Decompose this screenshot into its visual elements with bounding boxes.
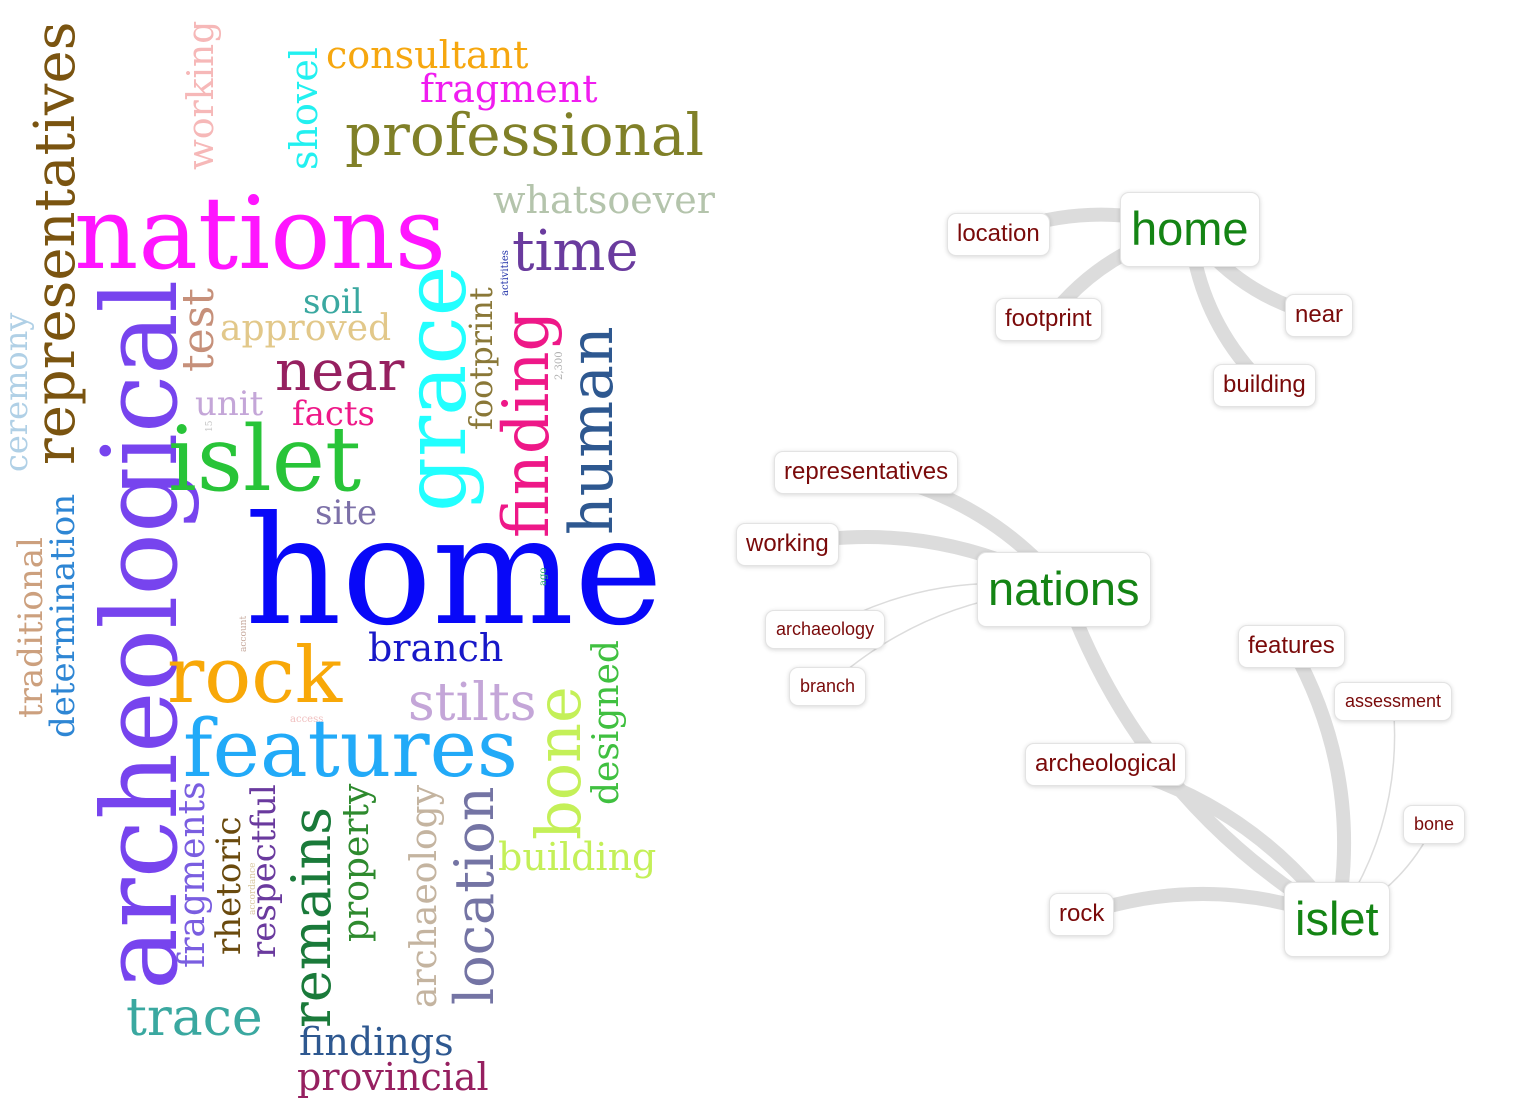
node-working[interactable]: working: [736, 523, 839, 566]
node-features[interactable]: features: [1238, 625, 1345, 668]
cloud-word-fragments: fragments: [172, 781, 213, 968]
cloud-word-15: 15: [205, 420, 215, 432]
cloud-word-findings: findings: [299, 1020, 454, 1064]
node-rock[interactable]: rock: [1049, 893, 1115, 936]
cloud-word-determination: determination: [43, 494, 83, 738]
cloud-word-nations: nations: [74, 175, 446, 292]
cloud-word-islet: islet: [168, 407, 361, 512]
node-home[interactable]: home: [1120, 192, 1260, 267]
node-branch[interactable]: branch: [789, 667, 867, 706]
cloud-word-branch: branch: [368, 626, 503, 670]
cloud-word-provincial: provincial: [297, 1055, 489, 1099]
cloud-word-professional: professional: [345, 101, 704, 169]
cloud-word-ceremony: ceremony: [0, 313, 35, 472]
cloud-word-test: test: [173, 288, 224, 372]
cloud-word-unit: unit: [195, 384, 264, 424]
cloud-word-stilts: stilts: [408, 673, 536, 733]
cloud-word-rock: rock: [167, 631, 343, 721]
cloud-word-finding: finding: [490, 310, 564, 538]
cloud-word-access: access: [290, 714, 323, 725]
node-location[interactable]: location: [947, 213, 1050, 256]
cloud-word-site: site: [315, 493, 377, 533]
node-footprint[interactable]: footprint: [995, 298, 1102, 341]
node-bone[interactable]: bone: [1403, 805, 1466, 844]
cloud-word-respectful: respectful: [244, 784, 284, 958]
node-nations[interactable]: nations: [977, 552, 1151, 627]
node-archaeology[interactable]: archaeology: [765, 610, 886, 649]
cloud-word-bone: bone: [522, 686, 595, 840]
cloud-word-home: home: [245, 485, 663, 659]
cloud-word-accordance: accordance: [248, 863, 258, 915]
cloud-word-account: account: [239, 616, 249, 652]
word-cloud: representatives working shovel consultantfr…: [0, 21, 716, 1099]
cloud-word-traditional: traditional: [11, 537, 51, 718]
cloud-word-whatsoever: whatsoever: [493, 178, 716, 222]
cloud-word-remains: remains: [280, 807, 343, 1028]
node-archeological[interactable]: archeological: [1025, 743, 1187, 786]
cloud-word-ago: ago: [538, 568, 549, 586]
cloud-word-soil: soil: [303, 282, 363, 322]
node-near[interactable]: near: [1285, 294, 1354, 337]
node-representatives[interactable]: representatives: [774, 451, 959, 494]
cloud-word-grace: grace: [386, 266, 486, 513]
cloud-word-human: human: [557, 326, 627, 535]
cloud-word-designed: designed: [586, 640, 627, 805]
cloud-word-shovel: shovel: [282, 47, 326, 170]
cloud-word-footprint: footprint: [462, 287, 500, 430]
cloud-word-approved: approved: [220, 308, 391, 349]
cloud-word-activities: activities: [500, 250, 511, 296]
cloud-word-trace: trace: [126, 988, 263, 1048]
cloud-word-consultant: consultant: [326, 33, 528, 77]
cloud-word-2-300: 2,300: [554, 351, 565, 380]
cloud-word-archeological: archeological: [79, 280, 201, 990]
cloud-word-near: near: [275, 339, 405, 404]
cloud-word-working: working: [181, 21, 222, 170]
node-building[interactable]: building: [1213, 364, 1316, 407]
cloud-word-time: time: [512, 219, 639, 284]
node-islet[interactable]: islet: [1284, 882, 1390, 957]
cloud-word-representatives: representatives: [23, 22, 88, 465]
node-assessment[interactable]: assessment: [1334, 682, 1453, 721]
cloud-word-building: building: [498, 835, 656, 879]
cloud-word-archaeology: archaeology: [404, 784, 445, 1008]
cloud-word-rhetoric: rhetoric: [209, 816, 249, 955]
cloud-word-property: property: [336, 783, 377, 942]
cloud-word-facts: facts: [292, 394, 375, 434]
cloud-word-features: features: [183, 702, 518, 795]
cloud-word-location: location: [443, 787, 506, 1005]
cloud-word-fragment: fragment: [420, 67, 597, 111]
